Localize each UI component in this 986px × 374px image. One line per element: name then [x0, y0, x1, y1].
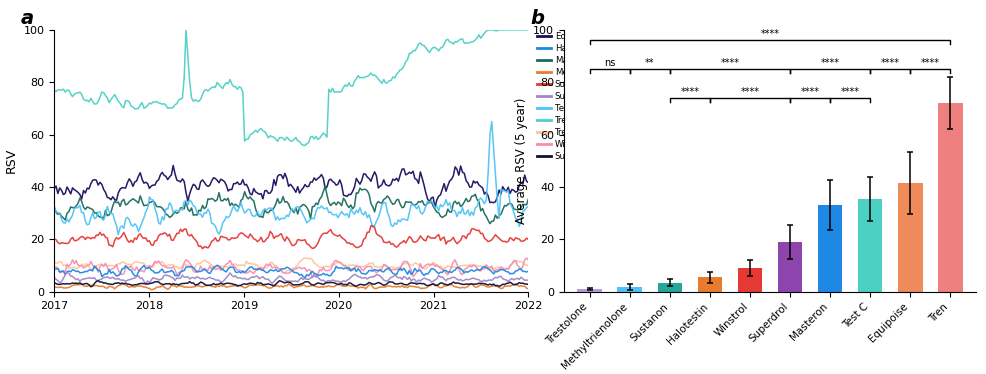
Bar [817, 205, 842, 292]
Bar [658, 283, 682, 292]
Bar [738, 268, 762, 292]
Bar [697, 278, 723, 292]
Bar [938, 103, 962, 292]
Y-axis label: RSV: RSV [5, 148, 18, 174]
Text: ****: **** [680, 87, 699, 96]
Legend: Equipoise, Halotestin, Masteron, Methyltriendolone, Superdrol, Sustanon, Test C,: Equipoise, Halotestin, Masteron, Methylt… [537, 32, 633, 161]
Text: ****: **** [760, 29, 780, 39]
Bar [858, 199, 882, 292]
Text: ****: **** [740, 87, 759, 96]
Text: ns: ns [604, 58, 615, 68]
Bar [617, 287, 642, 292]
Text: ****: **** [801, 87, 819, 96]
Bar [897, 183, 923, 292]
Bar [578, 289, 602, 292]
Text: b: b [530, 9, 545, 28]
Y-axis label: Average RSV (5 year): Average RSV (5 year) [515, 98, 528, 224]
Text: ****: **** [921, 58, 940, 68]
Text: ****: **** [840, 87, 860, 96]
Text: **: ** [645, 58, 655, 68]
Text: a: a [21, 9, 35, 28]
Text: ****: **** [820, 58, 839, 68]
Text: ****: **** [721, 58, 740, 68]
Text: ****: **** [880, 58, 899, 68]
Bar [778, 242, 803, 292]
